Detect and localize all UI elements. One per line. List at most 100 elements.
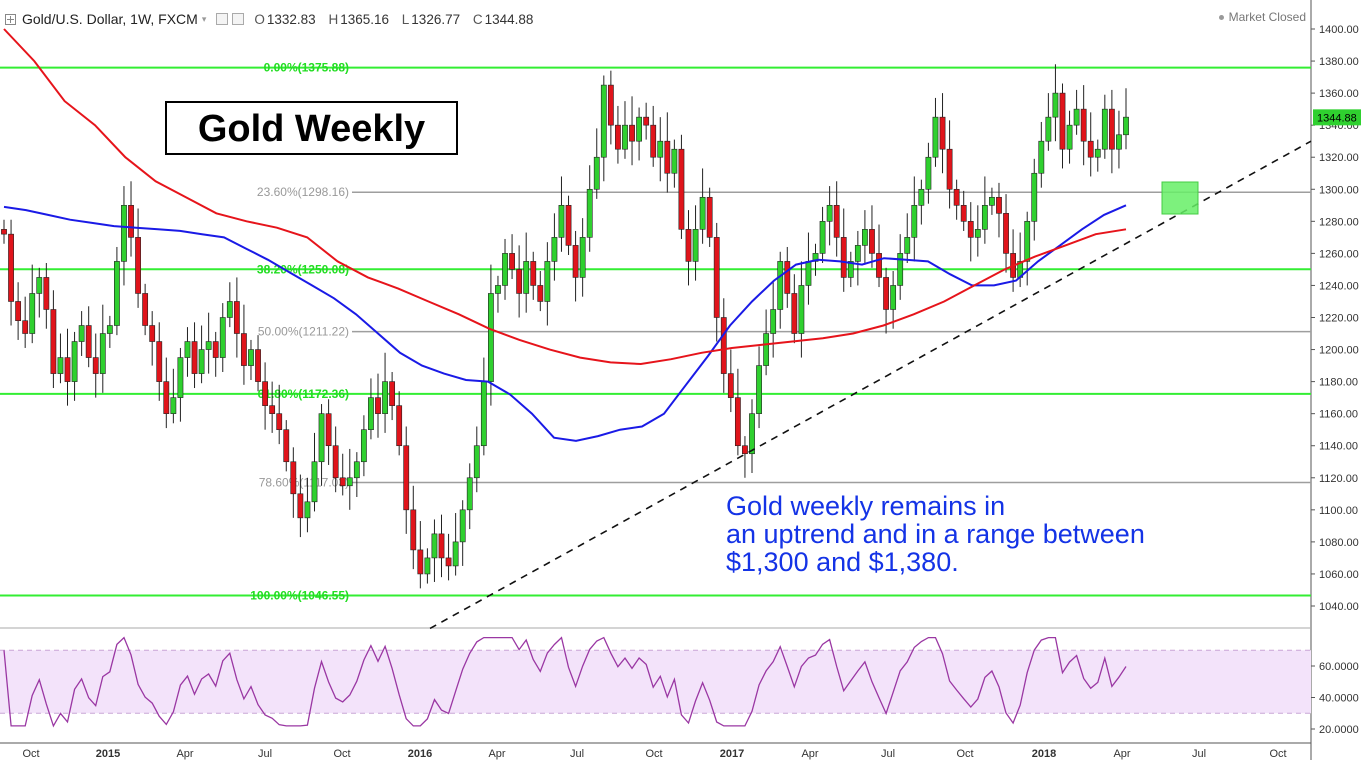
candle-body: [205, 341, 212, 350]
candle-body: [396, 405, 403, 447]
candle-body: [466, 477, 473, 511]
candle-body: [1073, 108, 1080, 126]
candle-body: [71, 341, 78, 382]
candle-body: [50, 309, 57, 374]
time-axis-label: Oct: [1269, 748, 1286, 760]
price-tick-label: 1040.00: [1319, 601, 1359, 613]
candle-body: [537, 285, 544, 302]
candle-body: [297, 493, 304, 519]
candle-body: [819, 221, 826, 254]
candle-body: [600, 84, 607, 158]
candle-body: [135, 237, 141, 294]
candle-body: [248, 349, 254, 366]
candle-body: [770, 309, 777, 334]
price-tick-label: 1400.00: [1319, 24, 1359, 36]
candle-body: [925, 156, 932, 190]
candle-body: [15, 301, 22, 322]
price-tick-label: 1100.00: [1319, 505, 1358, 517]
candle-body: [269, 405, 276, 414]
candle-body: [43, 277, 50, 310]
time-axis-label: 2018: [1032, 748, 1056, 760]
time-axis-label: Jul: [881, 748, 895, 760]
candle-body: [170, 397, 177, 414]
annotation-line-2: an uptrend and in a range between: [726, 519, 1145, 549]
candle-body: [1045, 116, 1052, 142]
candle-body: [163, 381, 170, 414]
candle-body: [22, 320, 29, 334]
time-axis-label: Jul: [570, 748, 584, 760]
candle-body: [85, 325, 92, 358]
chart-title-box: Gold Weekly: [165, 101, 458, 155]
visibility-icon[interactable]: [232, 13, 245, 25]
price-tick-label: 1080.00: [1319, 537, 1359, 549]
candle-body: [685, 229, 692, 262]
candle-body: [198, 349, 205, 374]
time-axis-label: Oct: [22, 748, 39, 760]
candle-body: [495, 285, 501, 294]
fib-level-label: 50.00%(1211.22): [258, 325, 349, 339]
candle-body: [854, 245, 861, 262]
price-tick-label: 1300.00: [1319, 184, 1359, 196]
last-price-label: 1344.88: [1317, 112, 1357, 124]
price-tick-label: 1160.00: [1319, 409, 1358, 421]
crosshair-icon[interactable]: [5, 13, 16, 25]
time-axis-label: Jul: [1192, 748, 1206, 760]
rsi-band: [0, 650, 1311, 714]
candle-body: [749, 413, 755, 455]
time-axis-label: Jul: [258, 748, 272, 760]
annotation-line-3: $1,300 and $1,380.: [726, 547, 959, 577]
candle-body: [29, 293, 36, 334]
candle-body: [57, 357, 64, 374]
candle-body: [664, 140, 671, 174]
candle-body: [960, 205, 967, 222]
candle-body: [720, 317, 727, 374]
candle-body: [593, 156, 600, 190]
candle-body: [939, 116, 946, 150]
candle-body: [890, 285, 897, 310]
symbol-label[interactable]: Gold/U.S. Dollar, 1W, FXCM: [22, 11, 198, 27]
candle-body: [452, 541, 459, 567]
candle-body: [1059, 92, 1066, 150]
candle-body: [311, 461, 318, 503]
candle-body: [1094, 148, 1101, 158]
candle-body: [989, 196, 995, 206]
candle-body: [64, 357, 71, 382]
rsi-tick-label: 60.0000: [1319, 661, 1359, 673]
candle-body: [826, 205, 833, 222]
candle-body: [226, 301, 233, 318]
candle-body: [551, 237, 558, 262]
candle-body: [904, 237, 911, 254]
candle-body: [996, 196, 1002, 214]
low-value: 1326.77: [411, 11, 461, 27]
close-value: 1344.88: [484, 11, 534, 27]
candle-body: [438, 533, 445, 559]
candle-body: [233, 301, 240, 334]
candle-body: [410, 509, 417, 551]
price-tick-label: 1320.00: [1319, 152, 1359, 164]
candle-body: [636, 116, 642, 142]
candle-body: [713, 237, 720, 318]
candle-body: [1087, 140, 1094, 158]
candle-body: [1116, 134, 1122, 150]
candle-body: [784, 261, 791, 294]
candle-body: [99, 333, 106, 374]
last-price-badge: [1313, 109, 1361, 126]
open-label: O: [254, 11, 265, 27]
candle-body: [8, 233, 14, 302]
ma-short-line: [3, 204, 1127, 442]
candle-body: [847, 261, 854, 278]
fib-level-label: 100.00%(1046.55): [250, 589, 349, 603]
candle-body: [523, 261, 530, 294]
price-tick-label: 1360.00: [1319, 88, 1359, 100]
candle-body: [727, 373, 734, 398]
settings-icon[interactable]: [216, 13, 229, 25]
candle-body: [607, 84, 614, 126]
chevron-down-icon[interactable]: ▾: [201, 13, 207, 24]
candle-body: [283, 429, 290, 463]
candle-body: [953, 188, 960, 206]
candle-body: [424, 557, 431, 575]
candle-body: [777, 261, 784, 310]
fib-level-label: 61.80%(1172.36): [258, 387, 349, 401]
candle-body: [375, 397, 381, 414]
